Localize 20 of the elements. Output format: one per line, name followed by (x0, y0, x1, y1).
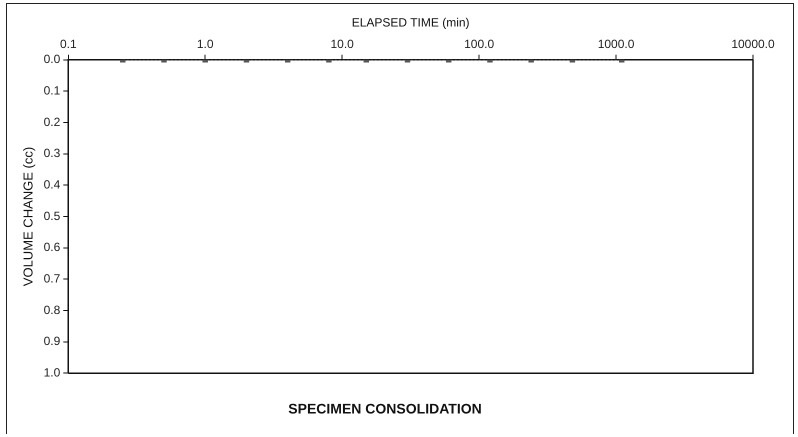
text: SPECIMEN CONSOLIDATION (288, 400, 482, 416)
y-tick-label: 0.6 (44, 240, 61, 254)
x-tick-label: 1.0 (196, 36, 214, 51)
x-tick-label: 1000.0 (598, 36, 635, 51)
y-tick-label: 0.3 (44, 146, 61, 160)
y-tick-label: 0.0 (44, 52, 61, 66)
x-tick-label: 0.1 (60, 36, 77, 51)
y-tick-label: 0.5 (44, 208, 61, 223)
y-axis-title: VOLUME CHANGE (cc) (20, 146, 36, 286)
y-tick-label: 0.2 (44, 114, 61, 129)
x-tick-label: 10.0 (330, 36, 354, 51)
y-tick-label: 0.8 (44, 302, 61, 317)
y-tick-label: 0.9 (44, 334, 61, 348)
x-axis-title: ELAPSED TIME (min) (352, 16, 470, 30)
y-tick-label: 1.0 (44, 366, 61, 380)
x-tick-label: 100.0 (464, 36, 494, 51)
y-tick-label: 0.7 (44, 271, 61, 286)
x-tick-label: 10000.0 (731, 36, 776, 51)
y-tick-label: 0.4 (44, 177, 61, 192)
y-tick-label: 0.1 (44, 83, 61, 98)
